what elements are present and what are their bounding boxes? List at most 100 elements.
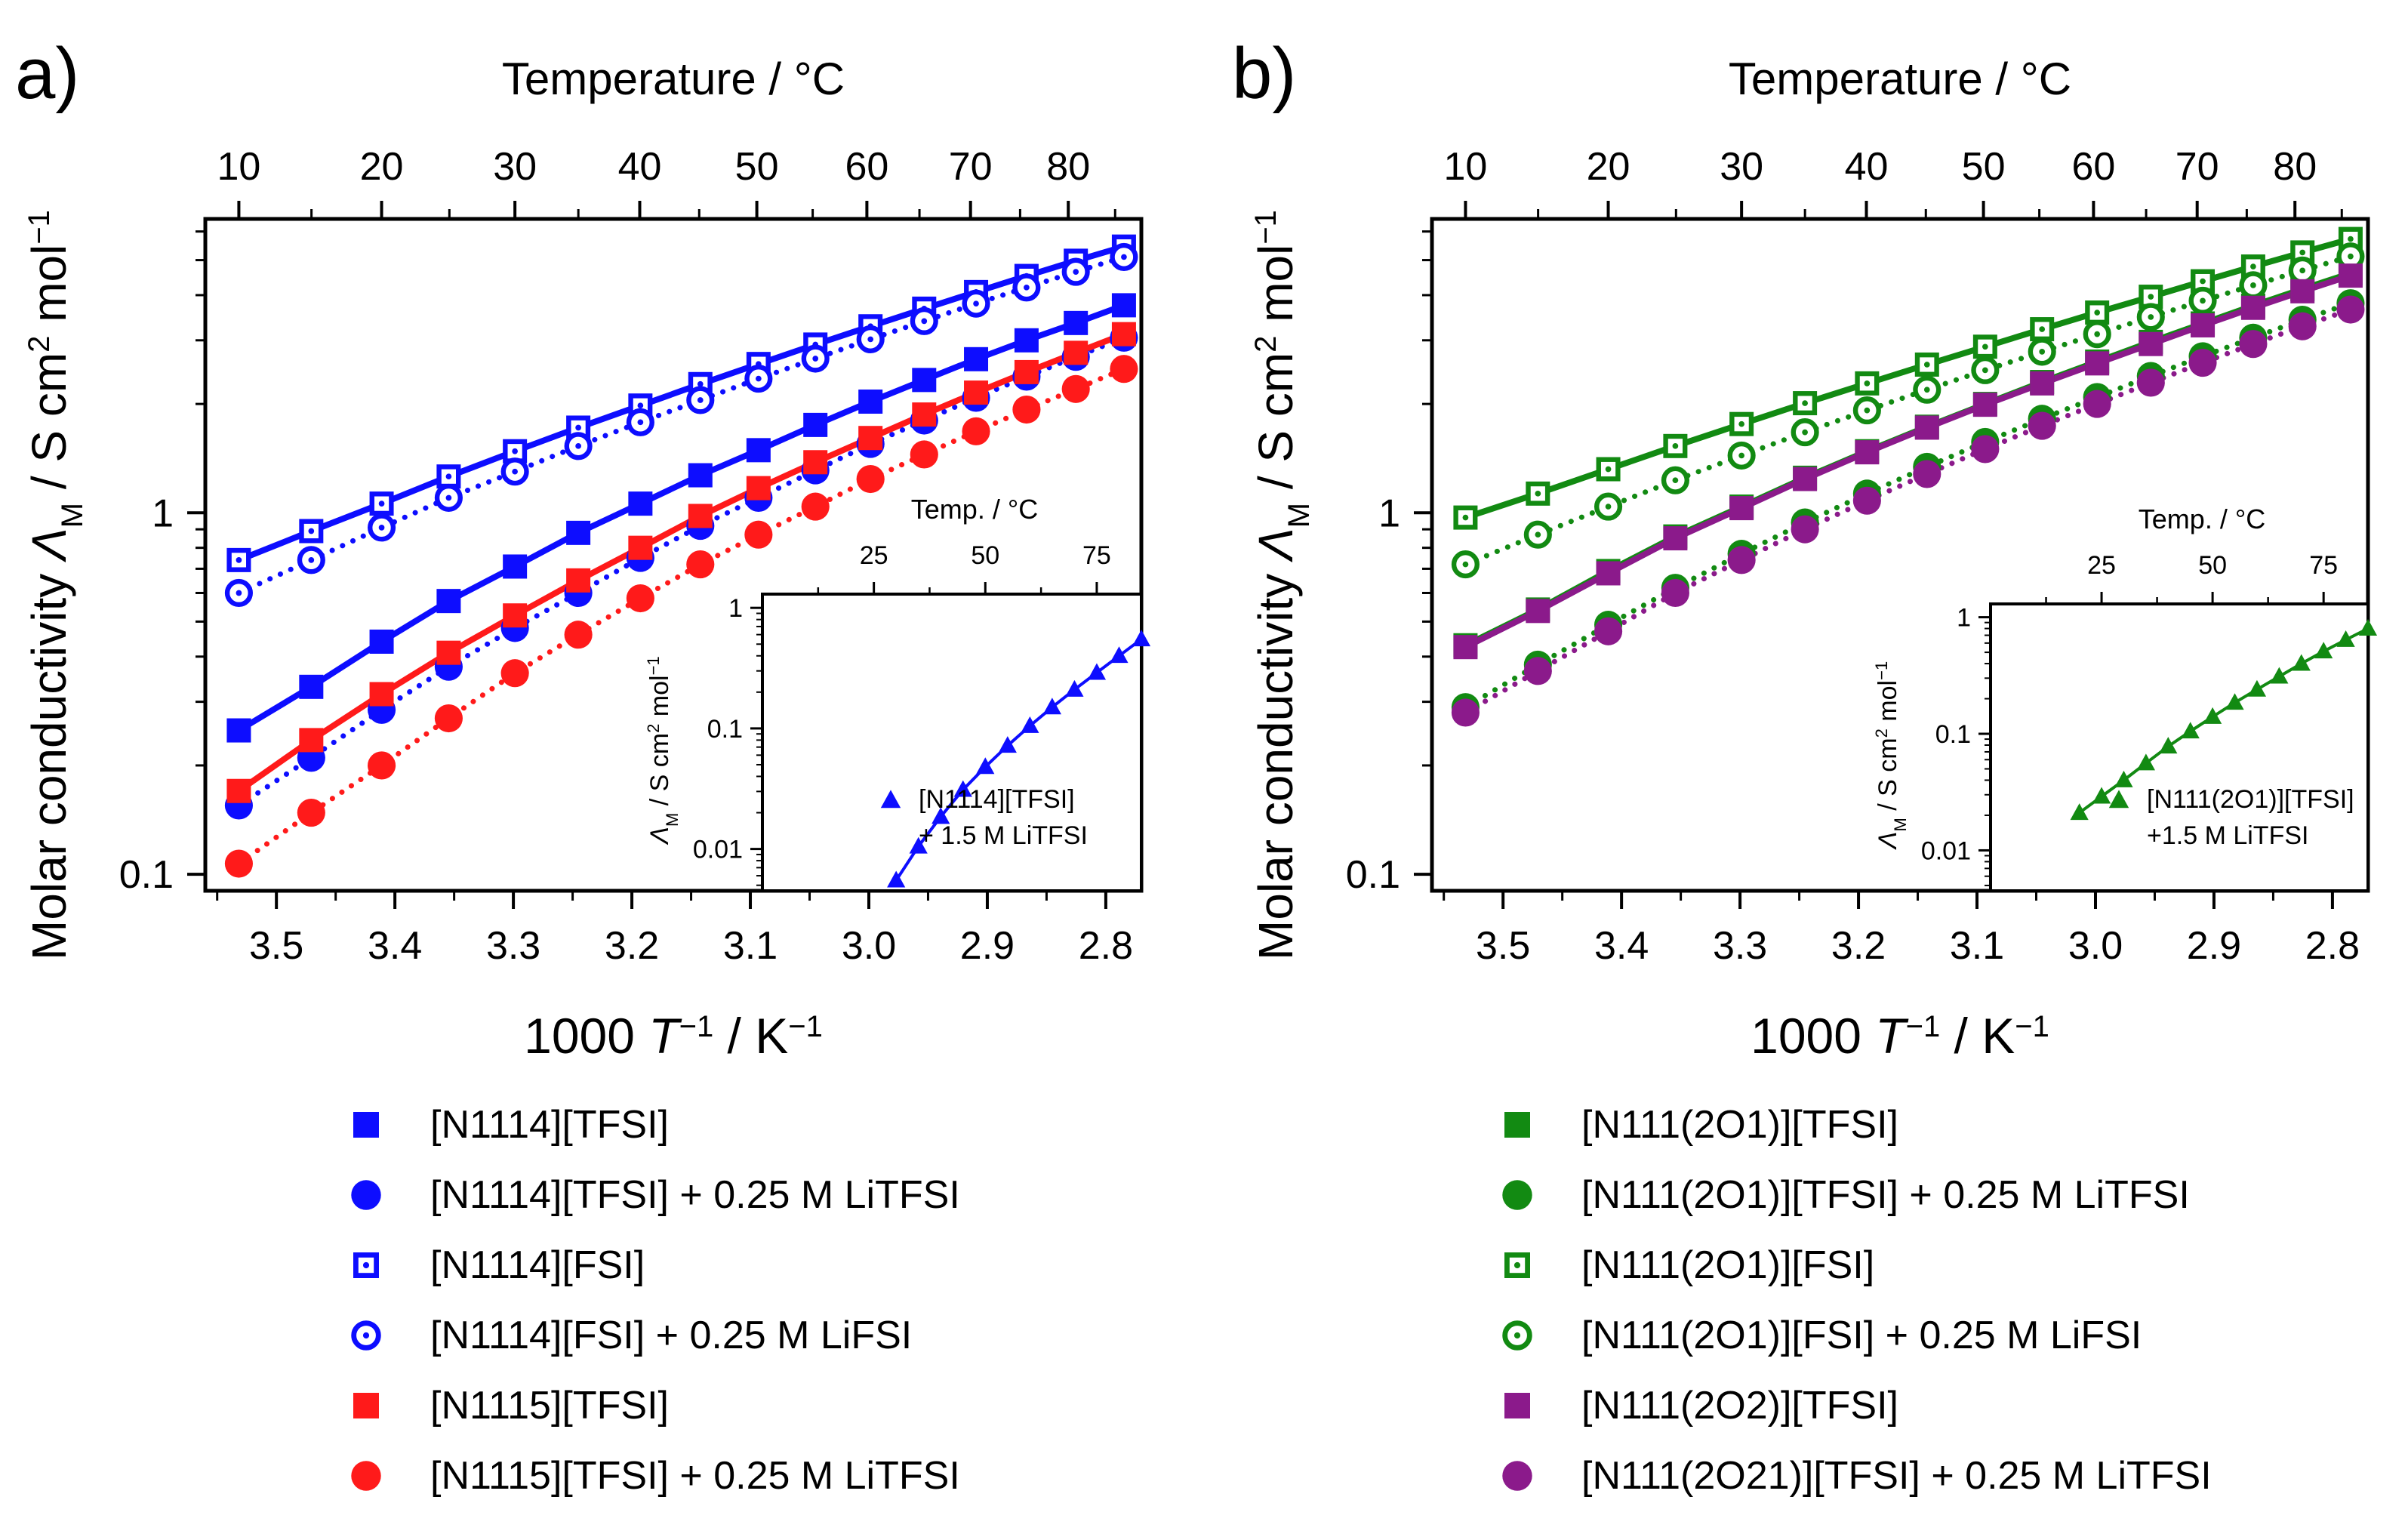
data-point (858, 426, 883, 451)
inset-legend-label-line2: + 1.5 M LiTFSI (919, 821, 1088, 850)
data-point (801, 492, 830, 521)
data-point (912, 402, 937, 427)
data-point (1793, 391, 1818, 416)
top-tick-label: 40 (618, 145, 662, 189)
data-point (2239, 330, 2268, 359)
inset-top-tick-label: 75 (1082, 541, 1111, 570)
legend-label: [N1114][FSI] + 0.25 M LiFSI (430, 1314, 913, 1357)
y-axis-label: Molar conductivity ΛM / S cm2 mol−1 (22, 210, 89, 960)
data-point (299, 728, 324, 753)
data-point (503, 603, 528, 628)
data-point (688, 504, 713, 528)
data-point (2030, 371, 2055, 396)
data-point (1971, 435, 2000, 464)
data-point (2136, 368, 2165, 397)
legend-label: [N111(2O1)][FSI] (1581, 1243, 1875, 1287)
series-5-markers (1453, 263, 2363, 660)
legend-marker (1502, 1461, 1532, 1491)
legend-label: [N111(2O1)][TFSI] (1581, 1103, 1898, 1147)
data-point (1111, 293, 1136, 318)
legend-marker (1502, 1320, 1532, 1351)
legend-marker (353, 1252, 380, 1279)
legend-marker-shape (1502, 1180, 1532, 1210)
legend-item: [N111(2O2)][TFSI] (1483, 1383, 1898, 1428)
inset-data-point (2314, 642, 2333, 659)
panel-b-label: b) (1232, 33, 1296, 114)
y-tick-label: 0.1 (1346, 853, 1400, 897)
legend-marker-shape (353, 1393, 379, 1418)
y-tick-label: 1 (1378, 491, 1400, 535)
inset-data-point (931, 807, 950, 824)
inset-top-tick-label: 25 (2087, 551, 2116, 580)
data-point (2191, 313, 2216, 337)
legend-marker (353, 1393, 379, 1418)
top-tick-label: 30 (493, 145, 537, 189)
inset-data-point (2092, 787, 2111, 804)
data-point (964, 347, 989, 371)
data-point (1453, 635, 1478, 660)
data-point (1727, 546, 1756, 574)
data-point (500, 659, 529, 688)
legend-marker (1504, 1252, 1531, 1279)
data-point (1661, 578, 1689, 608)
legend-label: [N111(2O1)][TFSI] + 0.25 M LiTFSI (1581, 1173, 2190, 1217)
series-line (236, 254, 1127, 596)
data-point (746, 476, 771, 501)
top-tick-label: 80 (2273, 145, 2317, 189)
data-point (1793, 467, 1818, 491)
legend-a: [N1114][TFSI] [N1114][TFSI] + 0.25 M LiTF… (332, 1102, 1162, 1525)
inset-legend-marker (880, 790, 901, 809)
legend-item: [N111(2O21)][TFSI] + 0.25 M LiTFSI (1483, 1453, 2212, 1498)
data-point (1111, 322, 1136, 347)
inset-top-tick-label: 75 (2309, 551, 2338, 580)
data-point (2290, 279, 2315, 303)
data-point (1110, 355, 1138, 383)
data-point (1064, 310, 1089, 335)
data-point (803, 412, 828, 437)
data-point (566, 568, 591, 593)
data-point (436, 640, 461, 665)
series-line (1462, 273, 2354, 651)
top-axis-label: Temperature / °C (502, 54, 845, 104)
inset-data-point (2181, 722, 2200, 739)
data-point (1729, 496, 1754, 521)
panel-b: b) (1232, 33, 1296, 114)
inset-legend-label-line2: +1.5 M LiTFSI (2147, 821, 2308, 850)
x-tick-label: 2.8 (2305, 924, 2360, 968)
legend-item: [N111(2O1)][FSI] (1483, 1243, 1874, 1288)
legend-marker (351, 1461, 381, 1491)
data-point (746, 438, 771, 463)
legend-label: [N1114][TFSI] (430, 1103, 669, 1147)
x-tick-label: 3.1 (723, 924, 778, 968)
inset-data-point (1021, 716, 1039, 733)
data-point (1526, 481, 1550, 506)
x-axis-label: 1000 T−1 / K−1 (1751, 1008, 2049, 1064)
data-point (1791, 515, 1819, 544)
data-point (1914, 415, 1939, 440)
legend-marker-shape (351, 1461, 381, 1491)
x-tick-label: 3.3 (1713, 924, 1767, 968)
x-tick-label: 2.9 (960, 924, 1015, 968)
series-line (236, 302, 1127, 734)
data-point (1594, 617, 1623, 645)
data-point (2336, 295, 2365, 324)
data-point (1061, 374, 1090, 403)
series-line (1462, 306, 2354, 716)
data-point (226, 718, 251, 743)
legend-label: [N1114][FSI] (430, 1243, 645, 1287)
legend-label: [N1115][TFSI] (430, 1384, 669, 1428)
series-lines (1462, 236, 2354, 716)
data-point (964, 380, 989, 405)
data-point (367, 751, 396, 780)
inset-legend-marker (2108, 790, 2129, 809)
series-line (1462, 236, 2354, 521)
data-point (2338, 263, 2363, 288)
inset-b_inset: 25 50 75 Temp. / °C 0.01 0.1 1 ΛM / S cm2 mol−1… (1872, 504, 2378, 892)
x-tick-label: 3.5 (1476, 924, 1530, 968)
data-point (436, 589, 461, 614)
legend-item: [N1114][FSI] (332, 1243, 645, 1288)
data-point (1913, 460, 1941, 488)
series-line (236, 331, 1127, 794)
legend-marker (351, 1180, 381, 1210)
